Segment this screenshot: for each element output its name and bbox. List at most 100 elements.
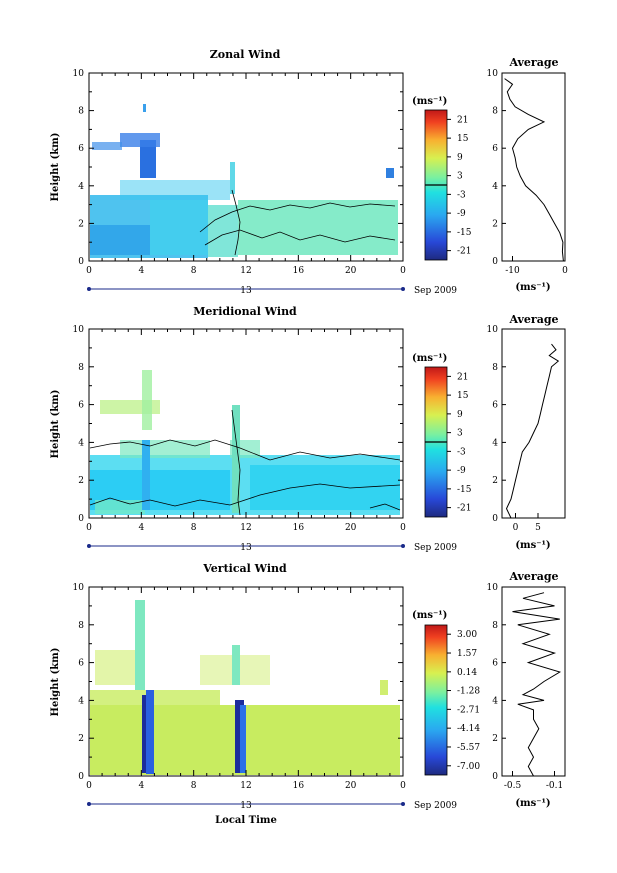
colorbar-ticks: 3.00 1.57 0.14 -1.28 -2.71 -4.14 -5.57 -7.00 <box>447 630 480 772</box>
x-tick-label: 20 <box>345 781 357 791</box>
average-x-tick-label: -0.1 <box>546 781 563 791</box>
average-y-tick-label: 2 <box>492 734 498 744</box>
average-y-tick-label: 4 <box>492 182 498 192</box>
x-tick-label: 0 <box>86 781 92 791</box>
axis-ticks: 0 2 4 6 8 10 0 4 8 12 16 20 0 <box>73 583 406 806</box>
colorbar-tick-label: -2.71 <box>457 705 480 715</box>
average-border <box>501 328 566 519</box>
colorbar-tick-label: -1.28 <box>457 687 480 697</box>
contour-line <box>89 483 401 507</box>
average-x-tick-label: -0.5 <box>504 781 522 791</box>
average-y-tick-label: 10 <box>487 583 499 593</box>
average-x-tick-label: 0 <box>562 266 568 276</box>
x-tick-label: 4 <box>138 781 144 791</box>
plot-frame: 0 2 4 6 8 10 0 4 8 12 16 20 0 <box>73 69 406 291</box>
date-suffix: Sep 2009 <box>414 286 457 296</box>
y-axis-label: Height (km) <box>50 390 61 459</box>
y-axis-label: Height (km) <box>50 648 61 717</box>
average-ticks: -0.5 -0.1 0 2 4 6 8 10 <box>487 583 564 791</box>
heatmap-field <box>90 104 398 258</box>
field-region <box>135 600 145 690</box>
x-tick-label: 12 <box>240 781 251 791</box>
colorbar-tick-label: 0.14 <box>457 668 477 678</box>
field-region <box>232 405 240 513</box>
date-label: 13 <box>240 801 252 811</box>
y-tick-label: 8 <box>78 621 84 631</box>
colorbar-tick-label: -21 <box>457 504 472 514</box>
colorbar-ticks: 21 15 9 3 -3 -9 -15 -21 <box>447 372 472 514</box>
x-tick-label: 0 <box>400 266 406 276</box>
heatmap-field <box>90 600 400 775</box>
colorbar-tick-label: 9 <box>457 153 463 163</box>
colorbar-unit: (ms⁻¹) <box>412 96 447 107</box>
average-profile: Average -0.5 -0.1 0 2 4 6 8 10 (ms⁻¹) <box>487 570 566 809</box>
field-region <box>150 200 208 255</box>
field-region <box>146 690 154 774</box>
field-region <box>230 162 235 194</box>
average-profile: Average -10 0 0 2 4 6 8 10 (ms⁻¹) <box>487 56 569 293</box>
colorbar-tick-label: 21 <box>457 372 468 382</box>
y-tick-label: 2 <box>78 219 84 229</box>
field-region <box>235 700 244 773</box>
y-tick-label: 2 <box>78 734 84 744</box>
average-y-tick-label: 6 <box>492 401 498 411</box>
colorbar-tick-label: -3 <box>457 190 466 200</box>
field-region <box>140 140 156 178</box>
field-region <box>232 645 240 685</box>
colorbar-tick-label: 3 <box>457 429 463 439</box>
x-tick-label: 8 <box>191 523 197 533</box>
colorbar-tick-label: -21 <box>457 247 472 257</box>
y-tick-label: 6 <box>78 659 84 669</box>
field-region <box>380 680 388 695</box>
plot-frame: 0 2 4 6 8 10 0 4 8 12 16 20 0 <box>73 325 406 548</box>
average-y-tick-label: 0 <box>492 514 498 524</box>
colorbar-tick-label: -7.00 <box>457 762 480 772</box>
colorbar-tick-label: 3 <box>457 172 463 182</box>
average-y-tick-label: 8 <box>492 107 498 117</box>
average-ticks: -10 0 0 2 4 6 8 10 <box>487 69 569 276</box>
colorbar-tick-label: -5.57 <box>457 743 480 753</box>
contour-line <box>204 229 396 246</box>
colorbar-tick-label: 15 <box>457 134 469 144</box>
x-tick-label: 0 <box>400 781 406 791</box>
x-tick-label: 8 <box>191 266 197 276</box>
average-xlabel: (ms⁻¹) <box>515 540 550 551</box>
field-region <box>240 705 246 773</box>
colorbar-tick-label: -9 <box>457 466 466 476</box>
field-region <box>208 205 238 257</box>
average-x-tick-label: 5 <box>535 523 541 533</box>
average-y-tick-label: 8 <box>492 363 498 373</box>
date-label: 13 <box>240 543 252 553</box>
average-xlabel: (ms⁻¹) <box>515 282 550 293</box>
x-tick-label: 16 <box>293 266 305 276</box>
field-region <box>250 465 400 510</box>
chart-title: Zonal Wind <box>210 48 281 61</box>
field-region <box>120 133 160 147</box>
colorbar-unit: (ms⁻¹) <box>412 610 447 621</box>
heatmap-field <box>89 370 401 516</box>
field-region <box>386 168 394 178</box>
colorbar-tick-label: 15 <box>457 391 469 401</box>
colorbar-tick-label: -15 <box>457 228 472 238</box>
y-tick-label: 8 <box>78 363 84 373</box>
x-tick-label: 0 <box>400 523 406 533</box>
colorbar-unit: (ms⁻¹) <box>412 353 447 364</box>
field-region <box>90 225 150 255</box>
date-suffix: Sep 2009 <box>414 543 457 553</box>
y-tick-label: 6 <box>78 144 84 154</box>
average-y-tick-label: 2 <box>492 219 498 229</box>
x-tick-label: 12 <box>240 523 251 533</box>
y-axis-label: Height (km) <box>50 133 61 202</box>
contour-line <box>89 439 401 461</box>
x-tick-label: 4 <box>138 523 144 533</box>
average-x-tick-label: -10 <box>505 266 520 276</box>
average-ticks: 0 5 0 2 4 6 8 10 <box>487 325 542 533</box>
colorbar-tick-label: 21 <box>457 115 468 125</box>
x-tick-label: 8 <box>191 781 197 791</box>
contour-line <box>199 202 396 233</box>
date-suffix: Sep 2009 <box>414 801 457 811</box>
colorbar-ticks: 21 15 9 3 -3 -9 -15 -21 <box>447 115 472 257</box>
colorbar-tick-label: -9 <box>457 209 466 219</box>
